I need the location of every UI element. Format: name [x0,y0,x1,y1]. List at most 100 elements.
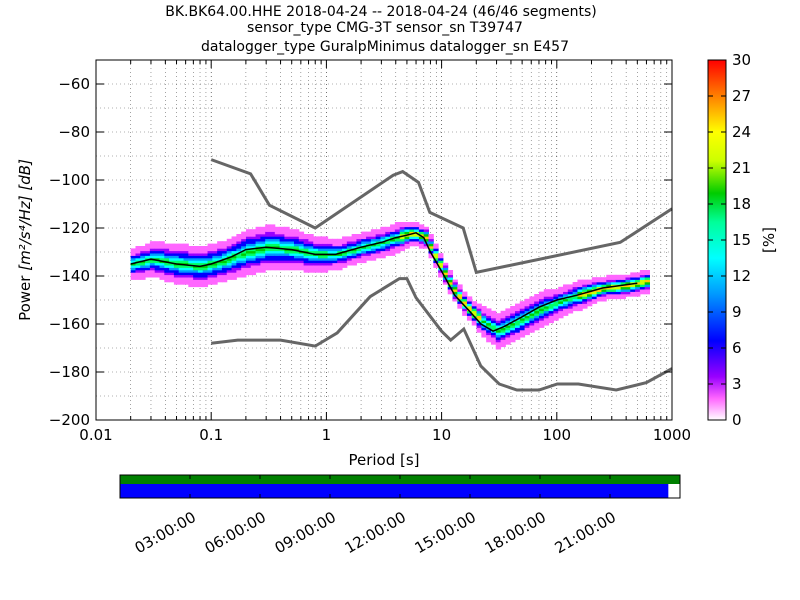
psd-cell [452,286,458,290]
psd-cell [135,265,141,268]
y-axis-label-text: Power [16,275,34,321]
psd-cell [366,231,372,235]
psd-cell [164,267,170,271]
y-tick-label: −160 [49,315,90,333]
psd-cell [577,303,583,307]
psd-cell [481,315,487,319]
psd-cell [447,279,454,283]
psd-cell [188,279,194,283]
psd-cell [265,262,271,266]
psd-cell [274,250,281,254]
psd-cell [221,272,228,276]
time-tick-label: 18:00:00 [482,508,549,557]
x-tick-label: 0.1 [199,426,223,444]
psd-cell [495,325,502,328]
psd-cell [495,318,502,321]
psd-cell [644,272,650,276]
psd-cell [269,258,276,261]
psd-cell [193,248,199,252]
psd-cell [212,243,218,247]
psd-cell [370,236,377,240]
psd-cell [543,308,550,312]
psd-cell [543,322,550,326]
psd-cell [567,298,574,302]
psd-cell [615,279,622,283]
psd-cell [486,308,492,312]
psd-cell [265,224,271,228]
psd-cell [548,296,554,300]
psd-cell [207,279,213,283]
psd-cell [394,243,401,247]
psd-cell [269,238,276,242]
psd-cell [145,248,151,252]
psd-cell [495,344,502,348]
psd-cell [178,253,185,256]
psd-cell [462,291,468,295]
psd-cell [500,320,506,324]
psd-cell [428,246,434,249]
psd-cell [284,226,290,230]
psd-cell [587,282,593,285]
psd-cell [217,241,223,244]
psd-cell [639,286,646,290]
psd-cell [212,272,218,276]
psd-cell [428,255,434,259]
psd-cell [548,308,554,312]
data-availability-bar [120,475,680,484]
psd-cell [524,310,530,314]
psd-cell [245,231,252,235]
psd-cell [543,301,550,304]
psd-cell [563,301,569,304]
psd-cell [279,226,285,230]
psd-cell [135,250,141,254]
psd-cell [587,294,593,297]
psd-cell [236,250,242,254]
psd-cell [202,270,209,273]
psd-cell [567,294,574,297]
x-tick-label: 1000 [653,426,691,444]
psd-cell [284,246,290,249]
psd-cell [145,260,151,264]
psd-cell [217,250,223,254]
psd-cell [620,289,626,292]
psd-cell [164,246,170,249]
psd-cell [490,337,497,340]
psd-cell [255,270,261,273]
psd-cell [226,272,233,276]
psd-cell [615,286,622,290]
psd-cell [327,241,333,244]
psd-cell [457,306,463,309]
psd-cell [404,229,410,232]
psd-cell [553,315,559,319]
psd-cell [375,248,381,252]
psd-cell [260,253,266,256]
psd-cell [269,253,276,256]
y-axis: −200 −180 −160 −140 −120 −100 −80 −60 [49,75,672,429]
psd-cell [539,291,545,295]
segments-used-bar [120,484,669,498]
psd-cell [145,262,151,266]
psd-cell [471,313,478,316]
psd-cell [500,318,506,321]
psd-cell [563,303,569,307]
psd-cell [490,325,497,328]
y-tick-label: −140 [49,267,90,285]
psd-cell [606,274,612,278]
psd-cell [394,250,401,254]
psd-cell [221,260,228,264]
psd-cell [284,258,290,261]
psd-cell [173,258,180,261]
psd-cell [390,250,396,254]
psd-cell [630,284,636,288]
psd-cell [226,262,233,266]
psd-cell [587,301,593,304]
psd-cell [135,277,141,280]
psd-cell [236,272,242,276]
psd-cell [173,279,180,283]
psd-cell [332,238,338,242]
psd-cell [375,238,381,242]
psd-cell [274,260,281,264]
psd-cell [255,229,261,232]
psd-cell [457,294,463,297]
